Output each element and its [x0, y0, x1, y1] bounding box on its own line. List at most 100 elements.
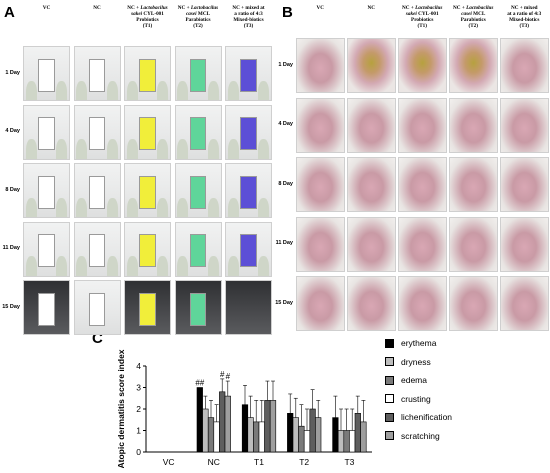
glove-icon [106, 80, 118, 100]
glove-icon [258, 256, 270, 276]
column-header-text: NC + [402, 5, 416, 11]
column-header-text: Lactobacilus [415, 5, 443, 11]
legend-item: dryness [385, 353, 452, 372]
column-header-text: (T3) [519, 22, 529, 29]
bar [303, 430, 311, 453]
score-card-icon [240, 117, 257, 151]
panel-a-row-label: 15 Day [2, 303, 20, 310]
panel-b-photo [500, 276, 549, 331]
glove-icon [76, 80, 88, 100]
score-card-icon [240, 58, 257, 92]
panel-a-photo [23, 163, 70, 218]
bar [292, 417, 299, 453]
glove-icon [207, 256, 219, 276]
legend-swatch [385, 412, 394, 422]
column-header-text: a ratio of 4:3 [234, 10, 263, 17]
panel-a-photo [73, 280, 121, 335]
glove-icon [227, 256, 239, 276]
score-card-icon [189, 58, 207, 92]
panel-a-photo [124, 221, 171, 277]
y-axis-label: Atopic dermatitis score index [116, 349, 126, 468]
score-card-icon [88, 234, 106, 268]
score-card-icon [38, 58, 55, 92]
glove-icon [56, 80, 68, 100]
score-card-icon [139, 234, 156, 268]
bar [253, 421, 260, 453]
panel-a-photo [124, 104, 171, 160]
legend-item: scratching [385, 427, 452, 446]
column-header-text: casei [185, 10, 197, 17]
panel-b-row-label: 15 Day [275, 299, 293, 306]
bar [360, 421, 367, 453]
panel-a-photo [174, 280, 222, 335]
panel-a-photo [225, 46, 272, 101]
panel-a-photo [174, 46, 222, 101]
y-tick-label: 2 [136, 404, 141, 414]
panel-b-letter: B [282, 4, 293, 21]
panel-b-photo [347, 276, 396, 331]
glove-icon [126, 139, 138, 159]
column-header-text: Lactobacilus [466, 5, 494, 11]
glove-icon [25, 256, 37, 276]
glove-icon [227, 139, 239, 159]
panel-a-column-header-1: VC [19, 5, 74, 12]
score-card-icon [38, 117, 55, 151]
legend-swatch [385, 357, 394, 367]
score-card-icon [139, 58, 156, 92]
glove-icon [157, 80, 169, 100]
glove-icon [177, 139, 189, 159]
x-tick-label: VC [163, 457, 175, 467]
panel-a-photo [124, 46, 171, 101]
panel-a-row-label: 11 Day [2, 245, 20, 251]
score-card-icon [240, 175, 257, 209]
score-card-icon [189, 117, 207, 151]
panel-b-photo [347, 97, 396, 153]
y-tick-label: 0 [136, 447, 141, 457]
panel-a-column-header-2: NC [70, 5, 125, 12]
score-card-icon [88, 292, 106, 326]
legend-label: edema [401, 375, 427, 386]
panel-a-photo [225, 221, 272, 277]
column-header-text: CYL-001 [142, 10, 164, 17]
panel-b-row-label: 11 Day [275, 240, 293, 246]
column-header-text: Parabiotics [185, 16, 211, 23]
bar [241, 404, 249, 453]
panel-b-column-header-3: NC + Lactobacilus sakei CYL-001 Probiotics… [394, 5, 451, 30]
panel-b-photo [347, 38, 396, 93]
panel-a-row-label: 8 Day [5, 186, 20, 193]
panel-a-photo [124, 280, 171, 335]
panel-a-photo [73, 221, 121, 277]
panel-b-photo [296, 276, 345, 331]
score-bar-chart: 0 1 2 3 4 Atopic dermatitis score index VC NC T1… [116, 349, 372, 469]
column-header-text: MCL [196, 10, 211, 17]
score-card-icon [139, 175, 156, 209]
column-header-text: NC + mixed at [232, 5, 265, 11]
panel-b-column-header-2: NC [343, 5, 400, 12]
panel-a-photo [73, 104, 121, 160]
panel-a-photo [174, 163, 222, 218]
score-card-icon [38, 234, 55, 268]
column-header-text: NC + mixed [510, 5, 538, 11]
significance-marker: # [226, 372, 231, 381]
panel-a-row-label: 4 Day [5, 128, 20, 134]
glove-icon [25, 80, 37, 100]
column-header-text: sakei [131, 10, 143, 17]
bar [224, 395, 231, 453]
column-header-text: VC [42, 5, 51, 11]
glove-icon [177, 80, 189, 100]
y-tick-label: 4 [136, 361, 141, 371]
column-header-text: (T2) [468, 22, 478, 29]
panel-b-row-label: 4 Day [278, 121, 293, 127]
column-header-text: Lactobacilus [140, 5, 168, 11]
glove-icon [177, 197, 189, 217]
panel-a-photo [23, 221, 70, 277]
legend-label: crusting [401, 393, 431, 404]
bar [298, 425, 305, 453]
panel-a-letter: A [4, 4, 15, 21]
panel-b-photo [296, 157, 345, 212]
panel-b-photo [398, 97, 447, 153]
score-card-icon [240, 234, 257, 268]
column-header-text: Mixed-biotics [233, 16, 264, 23]
glove-icon [227, 197, 239, 217]
column-header-text: sakei [405, 10, 417, 17]
